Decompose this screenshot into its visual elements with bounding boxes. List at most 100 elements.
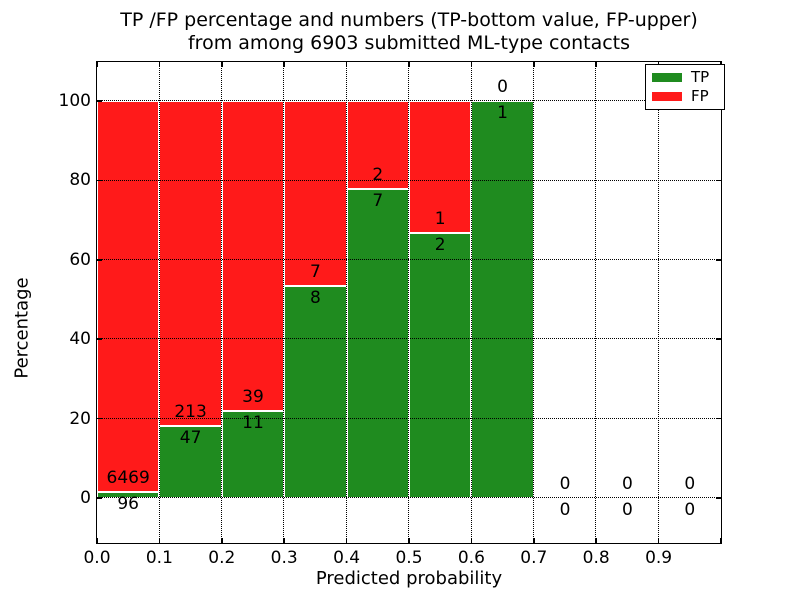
y-tick-label: 0 (80, 488, 91, 509)
x-tick-label: 0.5 (395, 548, 423, 568)
x-tick-mark (533, 538, 535, 543)
tp-legend-swatch-icon (652, 73, 682, 83)
grid-line-vertical (345, 62, 347, 543)
plot-area: 6469 96 213 47 39 11 7 8 2 7 1 2 0 1 0 0 0 0 0 0 (96, 61, 722, 544)
y-tick-mark (97, 417, 102, 420)
bar-segment-tp (159, 426, 222, 499)
chart-title-line2: from among 6903 submitted ML-type contac… (187, 32, 631, 54)
chart-title: TP /FP percentage and numbers (TP-bottom… (97, 9, 721, 55)
tp-count-label: 0 (684, 500, 696, 521)
grid-line-vertical (533, 62, 535, 543)
y-tick-mark (716, 417, 721, 420)
x-tick-mark (533, 62, 535, 67)
x-tick-label: 0.2 (208, 548, 236, 568)
x-tick-label: 0.8 (582, 548, 610, 568)
y-tick-mark (97, 179, 102, 182)
x-tick-label: 0.4 (333, 548, 361, 568)
fp-count-label: 1 (434, 209, 446, 230)
grid-line-vertical (470, 62, 472, 543)
grid-line-horizontal (97, 497, 721, 499)
grid-line-horizontal (97, 100, 721, 102)
x-tick-mark (283, 62, 285, 67)
bar-segment-tp (284, 286, 347, 499)
x-tick-label: 0.7 (520, 548, 548, 568)
y-tick-mark (716, 497, 721, 499)
bar-segment-fp (97, 100, 160, 493)
grid-line-vertical (595, 62, 597, 543)
grid-line-vertical (408, 62, 410, 543)
x-tick-mark (470, 538, 473, 543)
fp-count-label: 0 (559, 474, 571, 495)
y-tick-label: 40 (69, 329, 91, 350)
tp-count-label: 96 (117, 494, 140, 515)
tp-count-label: 0 (559, 500, 571, 521)
y-tick-label: 100 (58, 90, 91, 111)
grid-line-horizontal (97, 338, 721, 340)
x-tick-mark (345, 538, 348, 543)
fp-count-label: 0 (497, 77, 509, 98)
grid-line-vertical (221, 62, 223, 543)
grid-line-horizontal (97, 179, 721, 181)
x-tick-label: 0.1 (145, 548, 173, 568)
fp-count-label: 0 (621, 474, 633, 495)
grid-line-vertical (283, 62, 285, 543)
x-tick-label: 0.6 (457, 548, 485, 568)
tp-count-label: 0 (621, 500, 633, 521)
x-tick-label: 0.0 (83, 548, 111, 568)
tp-count-label: 8 (309, 288, 321, 309)
x-tick-label: 0.3 (270, 548, 298, 568)
x-tick-mark (158, 62, 161, 67)
grid-line-horizontal (97, 417, 721, 419)
fp-count-label: 39 (242, 386, 264, 407)
fp-count-label: 2 (372, 165, 384, 186)
x-tick-mark (595, 538, 597, 543)
legend-item-tp: TP (652, 70, 718, 85)
tp-legend-label: TP (691, 68, 710, 87)
y-tick-mark (716, 179, 721, 182)
bar-segment-fp (159, 100, 222, 427)
x-tick-mark (158, 538, 161, 543)
y-tick-label: 80 (69, 170, 91, 191)
grid-line-vertical (158, 62, 160, 543)
y-tick-mark (97, 338, 102, 341)
y-tick-label: 20 (69, 408, 91, 429)
y-tick-mark (97, 100, 102, 102)
x-tick-mark (720, 538, 722, 543)
x-tick-mark (470, 62, 473, 67)
y-tick-label: 60 (69, 249, 91, 270)
fp-count-label: 0 (684, 474, 696, 495)
x-tick-mark (96, 62, 98, 67)
x-tick-mark (283, 538, 285, 543)
x-tick-mark (96, 538, 98, 543)
x-tick-mark (221, 538, 223, 543)
grid-line-vertical (657, 62, 659, 543)
x-tick-mark (345, 62, 348, 67)
tp-count-label: 1 (497, 102, 509, 123)
y-tick-mark (97, 497, 102, 499)
tp-count-label: 7 (372, 191, 384, 212)
tp-count-label: 47 (179, 428, 202, 449)
bar-segment-fp (221, 100, 285, 411)
x-axis-label: Predicted probability (315, 568, 503, 589)
fp-legend-label: FP (691, 86, 709, 105)
chart-title-line1: TP /FP percentage and numbers (TP-bottom… (120, 9, 698, 31)
y-axis-label: Percentage (11, 277, 33, 379)
grid-line-horizontal (97, 259, 721, 261)
y-tick-mark (716, 338, 721, 341)
legend-item-fp: FP (652, 86, 718, 105)
x-tick-mark (657, 538, 660, 543)
tp-count-label: 2 (434, 235, 446, 256)
fp-count-label: 6469 (106, 468, 150, 489)
fp-count-label: 7 (309, 262, 321, 283)
y-tick-mark (97, 259, 102, 261)
x-tick-mark (408, 538, 410, 543)
fp-legend-swatch-icon (652, 91, 682, 101)
bar-segment-tp (471, 100, 534, 499)
bar-segment-tp (346, 189, 409, 499)
legend: TP FP (645, 64, 725, 110)
bar-segment-tp (409, 233, 472, 499)
x-tick-mark (408, 62, 410, 67)
bar-segment-fp (409, 100, 472, 234)
x-tick-label: 0.9 (645, 548, 673, 568)
